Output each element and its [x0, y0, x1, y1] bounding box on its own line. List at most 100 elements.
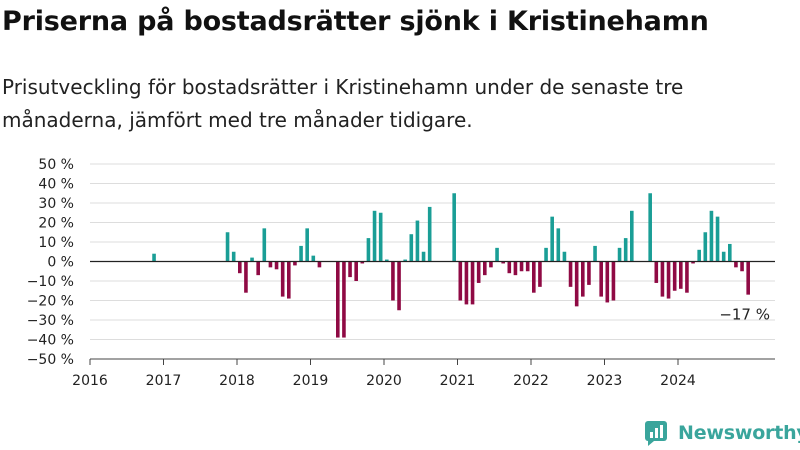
- bar: [274, 261, 279, 270]
- bar: [495, 247, 499, 262]
- bar: [746, 261, 750, 295]
- bar: [556, 228, 561, 262]
- bar: [421, 251, 426, 262]
- bar: [574, 261, 579, 307]
- x-tick-label: 2020: [366, 373, 402, 389]
- bar: [280, 261, 285, 297]
- bar: [476, 261, 481, 283]
- y-tick-label: 20 %: [38, 216, 74, 232]
- bar: [654, 261, 659, 283]
- x-tick-label: 2022: [513, 373, 549, 389]
- bar: [293, 261, 297, 266]
- bar: [268, 261, 273, 268]
- bar: [734, 261, 738, 268]
- y-tick-label: 10 %: [38, 235, 74, 251]
- bar: [617, 247, 622, 262]
- bar: [256, 261, 260, 276]
- bar: [427, 206, 432, 262]
- bar: [415, 220, 420, 262]
- bar: [501, 261, 505, 264]
- y-tick-label: −50 %: [27, 352, 74, 368]
- bar: [287, 261, 291, 299]
- bar: [544, 247, 548, 262]
- brand-name: Newsworthy: [678, 422, 800, 444]
- bar: [372, 210, 377, 262]
- bar: [366, 238, 371, 262]
- bar: [299, 245, 303, 262]
- y-tick-label: −40 %: [27, 333, 74, 349]
- x-tick-label: 2018: [219, 373, 255, 389]
- x-tick-label: 2021: [440, 373, 476, 389]
- x-tick-label: 2024: [660, 373, 696, 389]
- bar: [581, 261, 585, 297]
- bar: [470, 261, 475, 305]
- bar: [391, 261, 395, 301]
- last-value-label: −17 %: [719, 306, 770, 324]
- bar: [648, 193, 652, 262]
- bar: [507, 261, 512, 274]
- y-tick-label: −10 %: [27, 274, 74, 290]
- y-tick-label: −30 %: [27, 313, 74, 329]
- bar: [550, 216, 554, 262]
- bar: [250, 257, 254, 262]
- bar: [623, 238, 628, 262]
- bar: [532, 261, 536, 293]
- bar: [385, 259, 389, 262]
- bar: [458, 261, 463, 301]
- y-tick-label: 30 %: [38, 196, 74, 212]
- bar: [593, 245, 597, 262]
- bar: [611, 261, 616, 301]
- bar: [538, 261, 542, 287]
- bar: [464, 261, 469, 305]
- newsworthy-logo-icon: [645, 421, 667, 446]
- bar: [378, 212, 383, 262]
- bar: [605, 261, 610, 303]
- bar: [685, 261, 689, 293]
- bar: [709, 210, 714, 262]
- bar: [409, 234, 414, 262]
- bar: [703, 232, 708, 262]
- bar: [342, 261, 346, 338]
- x-tick-label: 2016: [72, 373, 108, 389]
- chart-title: Priserna på bostadsrätter sjönk i Kristi…: [2, 6, 709, 37]
- bar: [697, 249, 701, 262]
- y-tick-label: 0 %: [47, 255, 74, 271]
- bar: [525, 261, 530, 272]
- bar: [244, 261, 248, 293]
- bar: [740, 261, 744, 272]
- bar: [231, 251, 236, 262]
- bar: [317, 261, 322, 268]
- bar: [721, 251, 726, 262]
- bar: [513, 261, 518, 276]
- bar: [672, 261, 677, 291]
- y-tick-label: −20 %: [27, 294, 74, 310]
- bar: [305, 228, 309, 262]
- bar: [679, 261, 683, 289]
- bar: [715, 216, 720, 262]
- x-tick-label: 2019: [293, 373, 329, 389]
- bar: [354, 261, 358, 281]
- bar: [691, 261, 695, 264]
- bar: [599, 261, 603, 297]
- bar: [519, 261, 524, 272]
- bar: [152, 253, 156, 262]
- x-tick-label: 2023: [587, 373, 623, 389]
- bar: [336, 261, 340, 338]
- bar: [666, 261, 671, 299]
- bar: [630, 210, 634, 262]
- bar: [489, 261, 493, 268]
- bar: [360, 261, 365, 264]
- brand: Newsworthy: [644, 419, 800, 447]
- bar: [587, 261, 591, 285]
- bar: [660, 261, 665, 297]
- bar: [348, 261, 352, 278]
- bar: [728, 243, 732, 262]
- x-tick-label: 2017: [146, 373, 182, 389]
- bar: [262, 228, 267, 262]
- bar: [452, 193, 456, 262]
- bar: [311, 255, 316, 262]
- y-tick-label: 40 %: [38, 177, 74, 193]
- bar: [403, 259, 407, 262]
- bar: [483, 261, 487, 276]
